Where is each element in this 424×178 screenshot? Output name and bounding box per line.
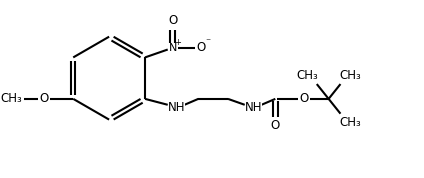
Text: CH₃: CH₃ — [340, 116, 361, 129]
Text: NH: NH — [168, 101, 185, 114]
Text: O: O — [197, 41, 206, 54]
Text: O: O — [299, 92, 309, 105]
Text: CH₃: CH₃ — [0, 92, 22, 105]
Text: O: O — [168, 14, 177, 27]
Text: O: O — [271, 119, 280, 132]
Text: CH₃: CH₃ — [340, 69, 361, 82]
Text: +: + — [174, 38, 181, 47]
Text: ⁻: ⁻ — [206, 38, 211, 48]
Text: CH₃: CH₃ — [296, 69, 318, 82]
Text: O: O — [39, 92, 48, 105]
Text: NH: NH — [245, 101, 262, 114]
Text: N: N — [168, 43, 177, 53]
